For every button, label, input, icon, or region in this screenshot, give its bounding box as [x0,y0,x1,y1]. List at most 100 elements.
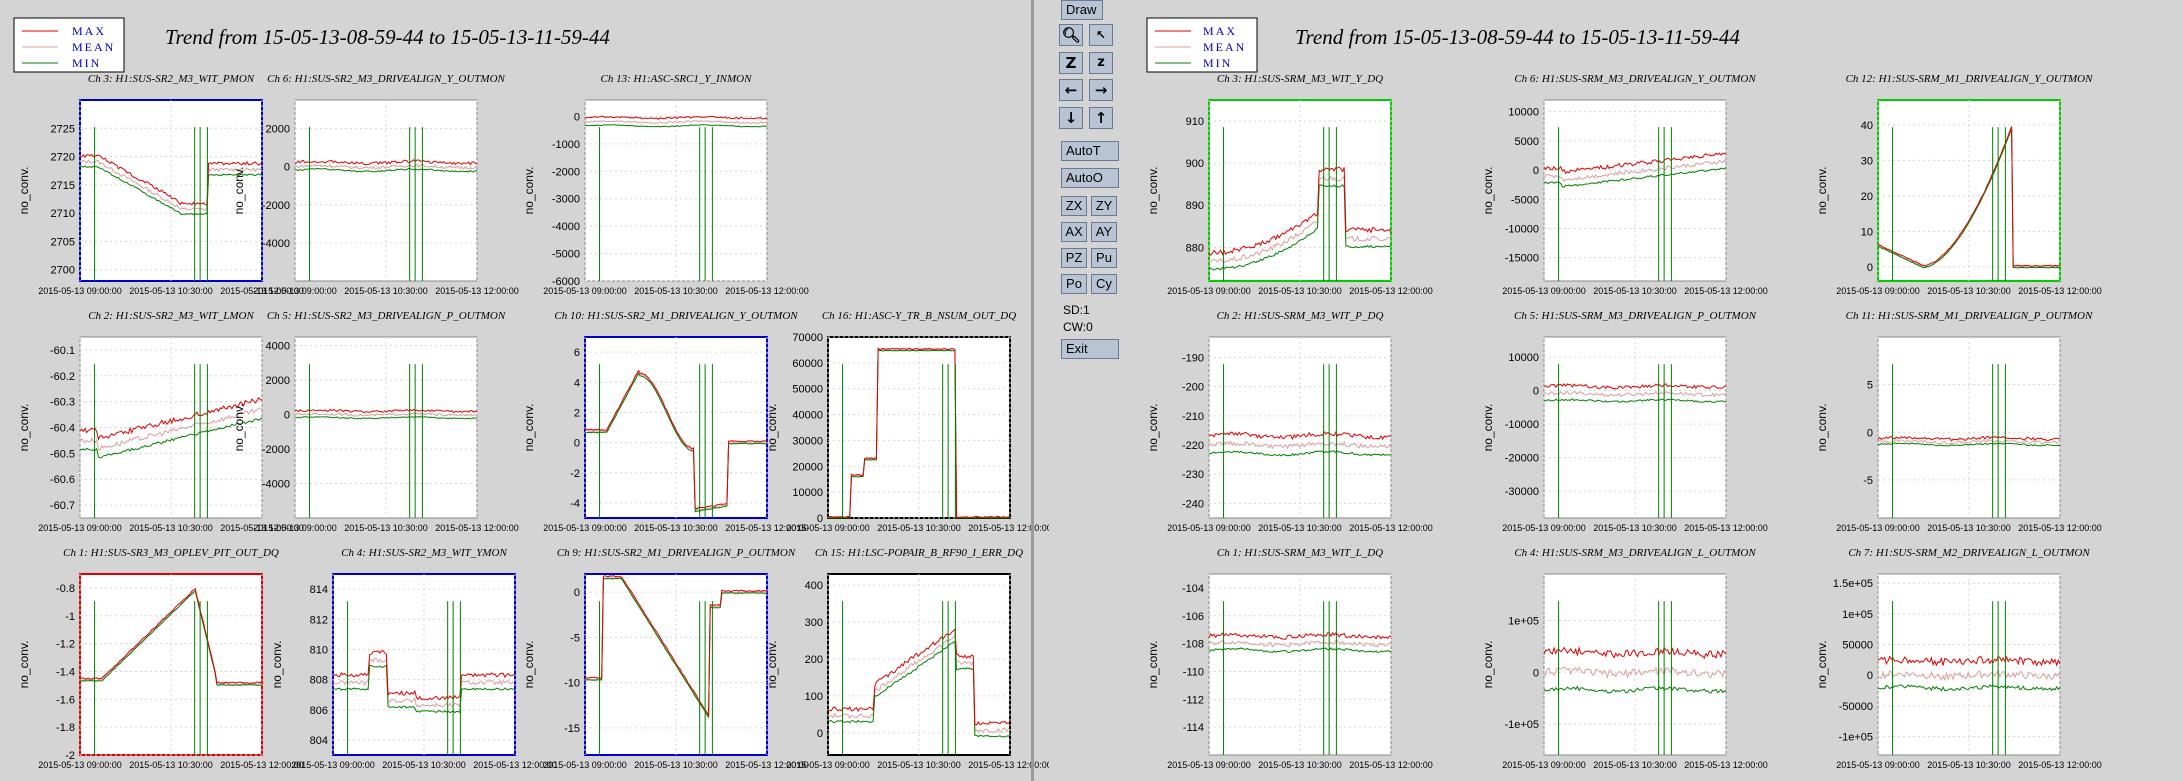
y-tick-label: -112 [1183,694,1204,706]
pu-button[interactable]: Pu [1091,248,1117,268]
y-tick-label: -5 [570,632,580,644]
po-button[interactable]: Po [1061,274,1087,294]
x-tick-label: 2015-05-13 09:00:00 [1167,286,1251,296]
y-tick-label: 0 [1533,386,1539,398]
series-max [828,347,1011,519]
y-tick-label: 0 [574,587,580,599]
autot-button[interactable]: AutoT [1061,141,1119,161]
y-tick-label: 0 [1533,667,1539,679]
y-axis-label: no_conv. [17,641,31,689]
y-axis-label: no_conv. [17,404,31,452]
x-tick-label: 2015-05-13 12:00:00 [1349,760,1433,770]
series-max [79,153,263,206]
cy-button[interactable]: Cy [1091,274,1117,294]
series-max [79,587,263,684]
y-tick-label: 810 [310,644,328,656]
chart-12: Ch 3: H1:SUS-SRM_M3_WIT_Y_DQ 880 890 900 910… [1146,73,1433,296]
x-tick-label: 2015-05-13 12:00:00 [968,760,1052,770]
series-max [828,628,1011,726]
y-tick-label: 880 [1186,242,1204,254]
chart-1: Ch 3: H1:SUS-SR2_M3_WIT_PMON 2700 2705 2710… [17,73,304,296]
arrow-left-icon[interactable]: ← [1059,79,1083,101]
series-max [1543,152,1727,175]
x-tick-label: 2015-05-13 09:00:00 [1167,523,1251,533]
series-min [1877,684,2061,692]
arrow-up-icon[interactable]: ↑ [1089,107,1113,129]
y-tick-label: -200 [1182,382,1204,394]
chart-15: Ch 2: H1:SUS-SRM_M3_WIT_P_DQ -240 -230 -220… [1146,310,1433,533]
y-axis-label: no_conv. [270,641,284,689]
series-min [1208,647,1392,653]
y-tick-label: -1e+05 [1504,719,1539,731]
x-tick-label: 2015-05-13 09:00:00 [786,523,870,533]
zx-button[interactable]: ZX [1061,196,1087,216]
chart-19: Ch 4: H1:SUS-SRM_M3_DRIVEALIGN_L_OUTMON -… [1481,547,1768,770]
y-tick-label: -10 [564,678,580,690]
x-tick-label: 2015-05-13 10:30:00 [1593,760,1677,770]
series-max [79,396,263,441]
y-tick-label: -104 [1182,583,1204,595]
ay-button[interactable]: AY [1091,222,1117,242]
chart-title: Ch 9: H1:SUS-SR2_M1_DRIVEALIGN_P_OUTMON [557,547,796,559]
chart-14: Ch 12: H1:SUS-SRM_M1_DRIVEALIGN_Y_OUTMON… [1815,73,2102,296]
series-max [584,575,768,716]
chart-title: Ch 3: H1:SUS-SRM_M3_WIT_Y_DQ [1217,73,1383,85]
series-mean [79,407,263,451]
chart-title: Ch 6: H1:SUS-SRM_M3_DRIVEALIGN_Y_OUTMON [1514,73,1756,85]
x-tick-label: 2015-05-13 09:00:00 [543,523,627,533]
zoom-z-small-icon[interactable]: z [1089,52,1113,74]
x-tick-label: 2015-05-13 09:00:00 [253,286,337,296]
y-tick-label: 2000 [266,124,290,136]
text-select-icon[interactable]: ↖ [1089,24,1113,46]
series-min [1208,450,1392,457]
chart-title: Ch 12: H1:SUS-SRM_M1_DRIVEALIGN_Y_OUTMON [1846,73,2094,85]
zy-button[interactable]: ZY [1091,196,1117,216]
x-tick-label: 2015-05-13 09:00:00 [1836,523,1920,533]
y-tick-label: -15000 [1505,253,1539,265]
draw-button[interactable]: Draw [1061,0,1103,20]
zoom-z-icon[interactable]: Z [1059,52,1083,74]
series-mean [294,163,478,170]
y-tick-label: 812 [310,614,328,626]
pz-button[interactable]: PZ [1061,248,1087,268]
chart-title: Ch 4: H1:SUS-SRM_M3_DRIVEALIGN_L_OUTMON [1514,547,1756,559]
y-axis-label: no_conv. [522,404,536,452]
y-tick-label: 5000 [1515,136,1539,148]
y-tick-label: -2000 [262,200,290,212]
arrow-right-icon[interactable]: → [1089,79,1113,101]
y-tick-label: -4000 [262,238,290,250]
control-toolbar: Draw 🔍︎ ↖ Z z ← → ↓ ↑ AutoT AutoO ZX ZY … [1049,0,1145,781]
series-mean [1543,159,1727,183]
y-axis-label: no_conv. [765,404,779,452]
series-min [584,372,768,513]
legend-label-max: MAX [1203,24,1237,38]
y-tick-label: -2000 [552,166,580,178]
y-axis-label: no_conv. [1481,641,1495,689]
panel-divider-left[interactable] [1031,0,1034,781]
x-tick-label: 2015-05-13 09:00:00 [786,760,870,770]
exit-button[interactable]: Exit [1061,339,1119,359]
series-min [1877,442,2061,447]
x-tick-label: 2015-05-13 09:00:00 [38,523,122,533]
y-tick-label: -5000 [1511,194,1539,206]
ax-button[interactable]: AX [1061,222,1087,242]
x-tick-label: 2015-05-13 12:00:00 [2018,523,2102,533]
series-mean [1877,669,2061,682]
arrow-down-icon[interactable]: ↓ [1059,107,1083,129]
y-tick-label: 0 [1533,165,1539,177]
y-tick-label: -30000 [1505,486,1539,498]
y-axis-label: no_conv. [1146,167,1160,215]
series-max [1208,430,1392,441]
x-tick-label: 2015-05-13 10:30:00 [1927,286,2011,296]
zoom-icon[interactable]: 🔍︎ [1059,24,1083,46]
x-tick-label: 2015-05-13 10:30:00 [634,286,718,296]
x-tick-label: 2015-05-13 10:30:00 [129,286,213,296]
series-max [1877,655,2061,667]
autoo-button[interactable]: AutoO [1061,168,1119,188]
x-tick-label: 2015-05-13 09:00:00 [1836,286,1920,296]
chart-5: Ch 5: H1:SUS-SR2_M3_DRIVEALIGN_P_OUTMON -… [232,310,519,533]
panel-title-left: Trend from 15-05-13-08-59-44 to 15-05-13… [165,25,610,49]
y-tick-label: 0 [284,410,290,422]
series-min [1208,184,1392,271]
chart-20: Ch 7: H1:SUS-SRM_M2_DRIVEALIGN_L_OUTMON -… [1815,547,2102,770]
